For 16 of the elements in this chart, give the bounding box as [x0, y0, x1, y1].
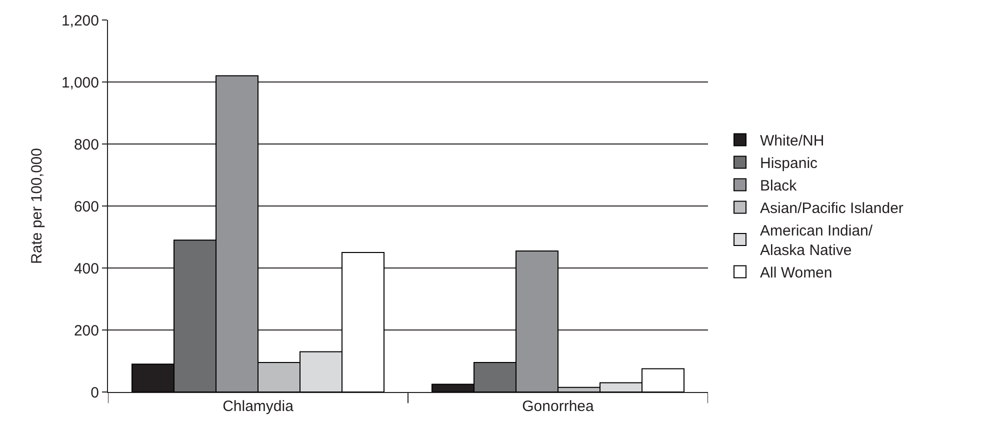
legend-label: Hispanic [760, 155, 818, 172]
x-tick-label: Chlamydia [222, 398, 294, 415]
legend-label: Asian/Pacific Islander [760, 200, 904, 218]
y-tick-label: 0 [90, 384, 99, 402]
y-axis-title: Rate per 100,000 [28, 148, 46, 264]
legend-label: American Indian/ Alaska Native [760, 222, 874, 260]
y-tick-label: 200 [74, 322, 99, 340]
y-tick-label: 400 [74, 260, 99, 278]
y-tick-label: 1,000 [61, 74, 99, 92]
y-tick-label: 800 [74, 136, 99, 154]
x-tick-label: Gonorrhea [522, 398, 595, 415]
y-tick-label: 1,200 [61, 12, 99, 30]
legend-label: White/NH [760, 132, 824, 150]
y-tick-label: 600 [74, 198, 99, 216]
legend-label: Black [760, 178, 798, 195]
legend-label: All Women [760, 264, 832, 282]
